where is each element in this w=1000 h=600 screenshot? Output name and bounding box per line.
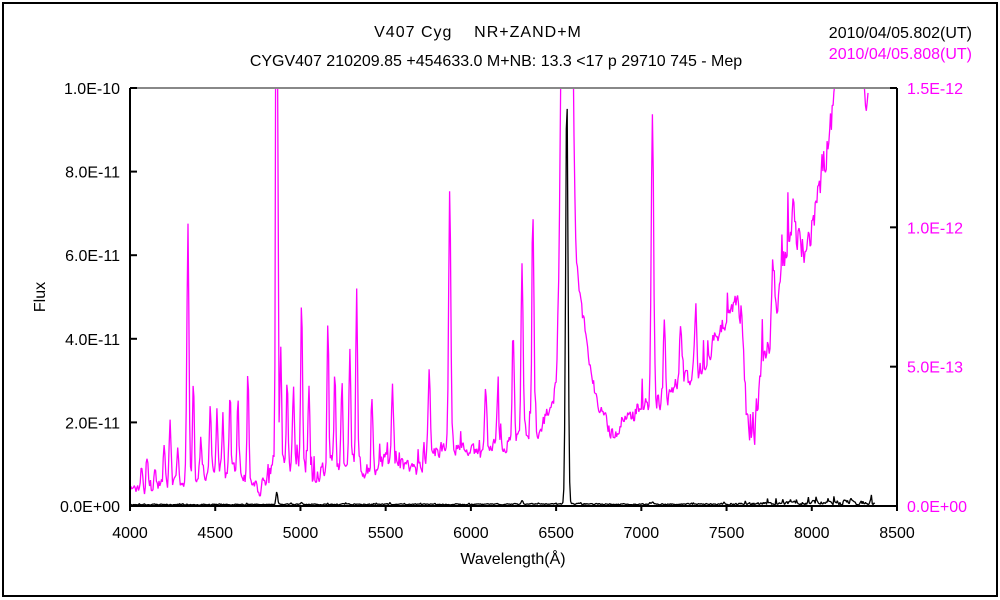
x-tick-label: 6000 <box>453 525 489 542</box>
chart-subtitle: CYGV407 210209.85 +454633.0 M+NB: 13.3 <… <box>249 53 743 70</box>
x-tick-label: 4000 <box>112 525 148 542</box>
y-right-tick-label: 5.0E-13 <box>907 360 963 377</box>
spectrum-magenta <box>130 88 869 497</box>
chart-title: V407 Cyg NR+ZAND+M <box>374 24 582 41</box>
x-tick-label: 5500 <box>368 525 404 542</box>
x-tick-label: 8500 <box>879 525 915 542</box>
y-axis-title: Flux <box>32 281 49 313</box>
date-label-black: 2010/04/05.802(UT) <box>828 25 972 42</box>
y-left-tick-label: 4.0E-11 <box>65 332 120 349</box>
x-tick-label: 6500 <box>538 525 574 542</box>
y-left-tick-label: 8.0E-11 <box>65 165 120 182</box>
date-label-magenta: 2010/04/05.808(UT) <box>828 46 972 63</box>
x-tick-label: 5000 <box>283 525 319 542</box>
x-tick-label: 4500 <box>197 525 233 542</box>
spectrum-black <box>130 108 876 506</box>
y-left-tick-label: 6.0E-11 <box>65 248 120 265</box>
x-tick-label: 7000 <box>624 525 660 542</box>
x-axis-title: Wavelength(Å) <box>460 551 566 568</box>
y-left-tick-label: 0.0E+00 <box>60 499 120 516</box>
y-right-tick-label: 0.0E+00 <box>907 499 967 516</box>
y-right-tick-label: 1.5E-12 <box>907 81 963 98</box>
x-tick-label: 8000 <box>794 525 830 542</box>
y-left-tick-label: 2.0E-11 <box>65 415 120 432</box>
y-left-tick-label: 1.0E-10 <box>64 81 120 98</box>
y-right-tick-label: 1.0E-12 <box>907 220 963 237</box>
x-tick-label: 7500 <box>709 525 745 542</box>
